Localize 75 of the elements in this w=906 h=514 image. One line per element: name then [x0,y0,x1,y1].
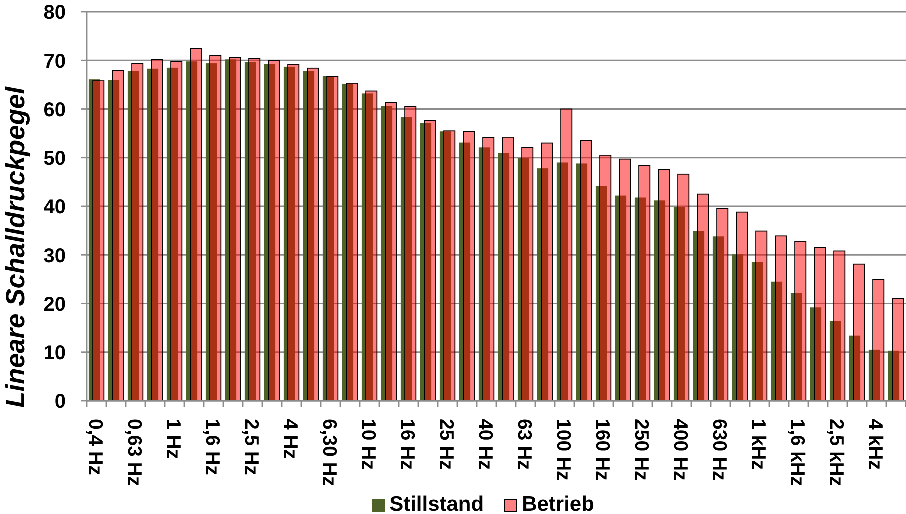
bar [810,308,822,401]
bar [166,68,178,401]
bar [576,164,588,401]
bar [849,336,861,401]
bar [459,142,471,401]
bar [128,71,140,401]
bar [322,76,334,401]
y-tick-label: 80 [44,2,66,24]
bar [693,231,705,401]
bar [303,71,315,401]
x-tick-label: 4 kHz [864,419,887,470]
bar [420,123,432,401]
x-tick-label: 63 Hz [514,419,536,470]
bar [400,118,412,401]
x-tick-label: 250 Hz [630,419,653,482]
bar [888,350,900,401]
bar [440,132,452,401]
y-tick-label: 60 [44,99,66,122]
x-tick-label: 2,5 Hz [240,419,263,476]
x-tick-label: 160 Hz [592,419,614,482]
bar [790,293,802,401]
x-tick-label: 400 Hz [670,419,692,482]
legend-label: Stillstand [390,493,484,514]
x-tick-label: 1,6 kHz [786,419,809,486]
bar [498,154,510,401]
bar [556,162,568,401]
x-tick-label: 0,63 Hz [124,419,146,486]
x-tick-label: 630 Hz [708,419,731,482]
x-tick-label: 40 Hz [474,419,497,470]
legend-label: Betrieb [522,493,594,514]
bar [88,80,100,401]
x-tick-label: 10 Hz [358,419,380,470]
bar [284,66,296,401]
y-tick-label: 50 [44,148,66,170]
x-tick-label: 16 Hz [396,419,419,470]
bar [830,321,842,401]
bar [537,168,549,401]
y-axis-title: Lineare Schalldruckpegel [0,86,30,408]
x-tick-label: 1 kHz [748,419,770,470]
bar [147,68,159,401]
x-tick-label: 4 Hz [280,419,302,460]
bar [732,254,744,401]
x-tick-label: 2,5 kHz [826,419,848,486]
x-tick-label: 100 Hz [552,419,575,482]
bar [752,262,764,401]
x-tick-label: 1 Hz [162,419,185,460]
x-tick-label: 6,30 Hz [318,419,341,486]
bar [362,94,374,401]
bar [186,62,198,401]
bar [771,282,783,401]
bar [868,350,880,401]
x-tick-label: 25 Hz [436,419,458,470]
bar [342,84,354,401]
bar [596,186,608,401]
bar [615,196,627,401]
bar [225,60,237,401]
bar [634,198,646,401]
bar [108,80,120,401]
bar [654,200,666,401]
x-tick-label: 0,4 Hz [84,419,107,476]
y-tick-label: 0 [54,391,66,414]
bar [244,62,256,401]
y-tick-label: 70 [44,50,66,73]
bar [264,64,276,401]
bar [381,106,393,401]
x-tick-label: 1,6 Hz [202,419,224,476]
bar [518,158,530,401]
y-tick-label: 40 [44,196,66,219]
bar [712,236,724,401]
y-tick-label: 30 [44,245,66,268]
bar [478,148,490,401]
y-tick-label: 10 [44,342,66,365]
bar [674,207,686,401]
y-tick-label: 20 [44,294,66,316]
bar [206,64,218,401]
